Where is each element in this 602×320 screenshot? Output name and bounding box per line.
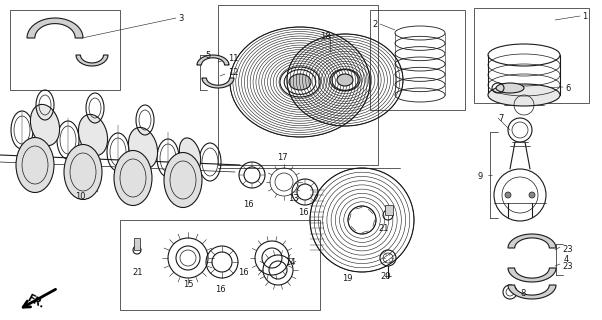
Text: FR.: FR. — [25, 293, 45, 311]
Ellipse shape — [488, 84, 560, 106]
Ellipse shape — [179, 138, 200, 172]
Polygon shape — [508, 234, 556, 248]
Ellipse shape — [16, 138, 54, 193]
Text: 10: 10 — [75, 192, 85, 201]
Ellipse shape — [64, 145, 102, 199]
Text: 21: 21 — [378, 224, 388, 233]
Bar — [10, 10, 120, 90]
Text: 5: 5 — [205, 51, 210, 60]
Bar — [120, 220, 320, 310]
Ellipse shape — [114, 150, 152, 205]
Bar — [370, 10, 465, 110]
Text: 8: 8 — [520, 289, 526, 298]
Text: 12: 12 — [228, 68, 238, 76]
Ellipse shape — [289, 74, 311, 90]
Text: 14: 14 — [285, 258, 296, 267]
Text: 17: 17 — [277, 153, 288, 162]
Polygon shape — [197, 55, 229, 65]
Text: 7: 7 — [498, 114, 503, 123]
Ellipse shape — [337, 74, 353, 86]
Polygon shape — [76, 55, 108, 66]
Polygon shape — [508, 268, 556, 282]
Text: 23: 23 — [562, 262, 573, 271]
Text: 16: 16 — [215, 285, 226, 294]
Text: 9: 9 — [478, 172, 483, 181]
Circle shape — [529, 192, 535, 198]
Text: 6: 6 — [565, 84, 570, 93]
Bar — [218, 5, 378, 165]
Text: 11: 11 — [228, 53, 238, 62]
Ellipse shape — [496, 83, 524, 93]
Text: 15: 15 — [183, 280, 193, 289]
Text: 18: 18 — [320, 32, 330, 41]
Ellipse shape — [78, 114, 108, 156]
Text: 2: 2 — [372, 20, 377, 29]
Circle shape — [505, 192, 511, 198]
Bar — [385, 205, 393, 215]
Text: 20: 20 — [380, 272, 391, 281]
Bar — [474, 8, 589, 103]
Text: 16: 16 — [298, 208, 309, 217]
Ellipse shape — [128, 127, 158, 169]
Text: 16: 16 — [238, 268, 249, 277]
Polygon shape — [27, 18, 83, 38]
Polygon shape — [202, 78, 234, 88]
Bar — [134, 238, 140, 250]
Text: 19: 19 — [342, 274, 353, 283]
Polygon shape — [508, 285, 556, 299]
Text: 13: 13 — [288, 194, 299, 203]
Text: 4: 4 — [564, 255, 569, 264]
Ellipse shape — [164, 153, 202, 207]
Text: 1: 1 — [582, 12, 587, 21]
Text: 21: 21 — [132, 268, 143, 277]
Text: 23: 23 — [562, 245, 573, 254]
Text: 3: 3 — [178, 14, 184, 23]
Ellipse shape — [31, 104, 60, 146]
Text: 16: 16 — [243, 200, 253, 209]
